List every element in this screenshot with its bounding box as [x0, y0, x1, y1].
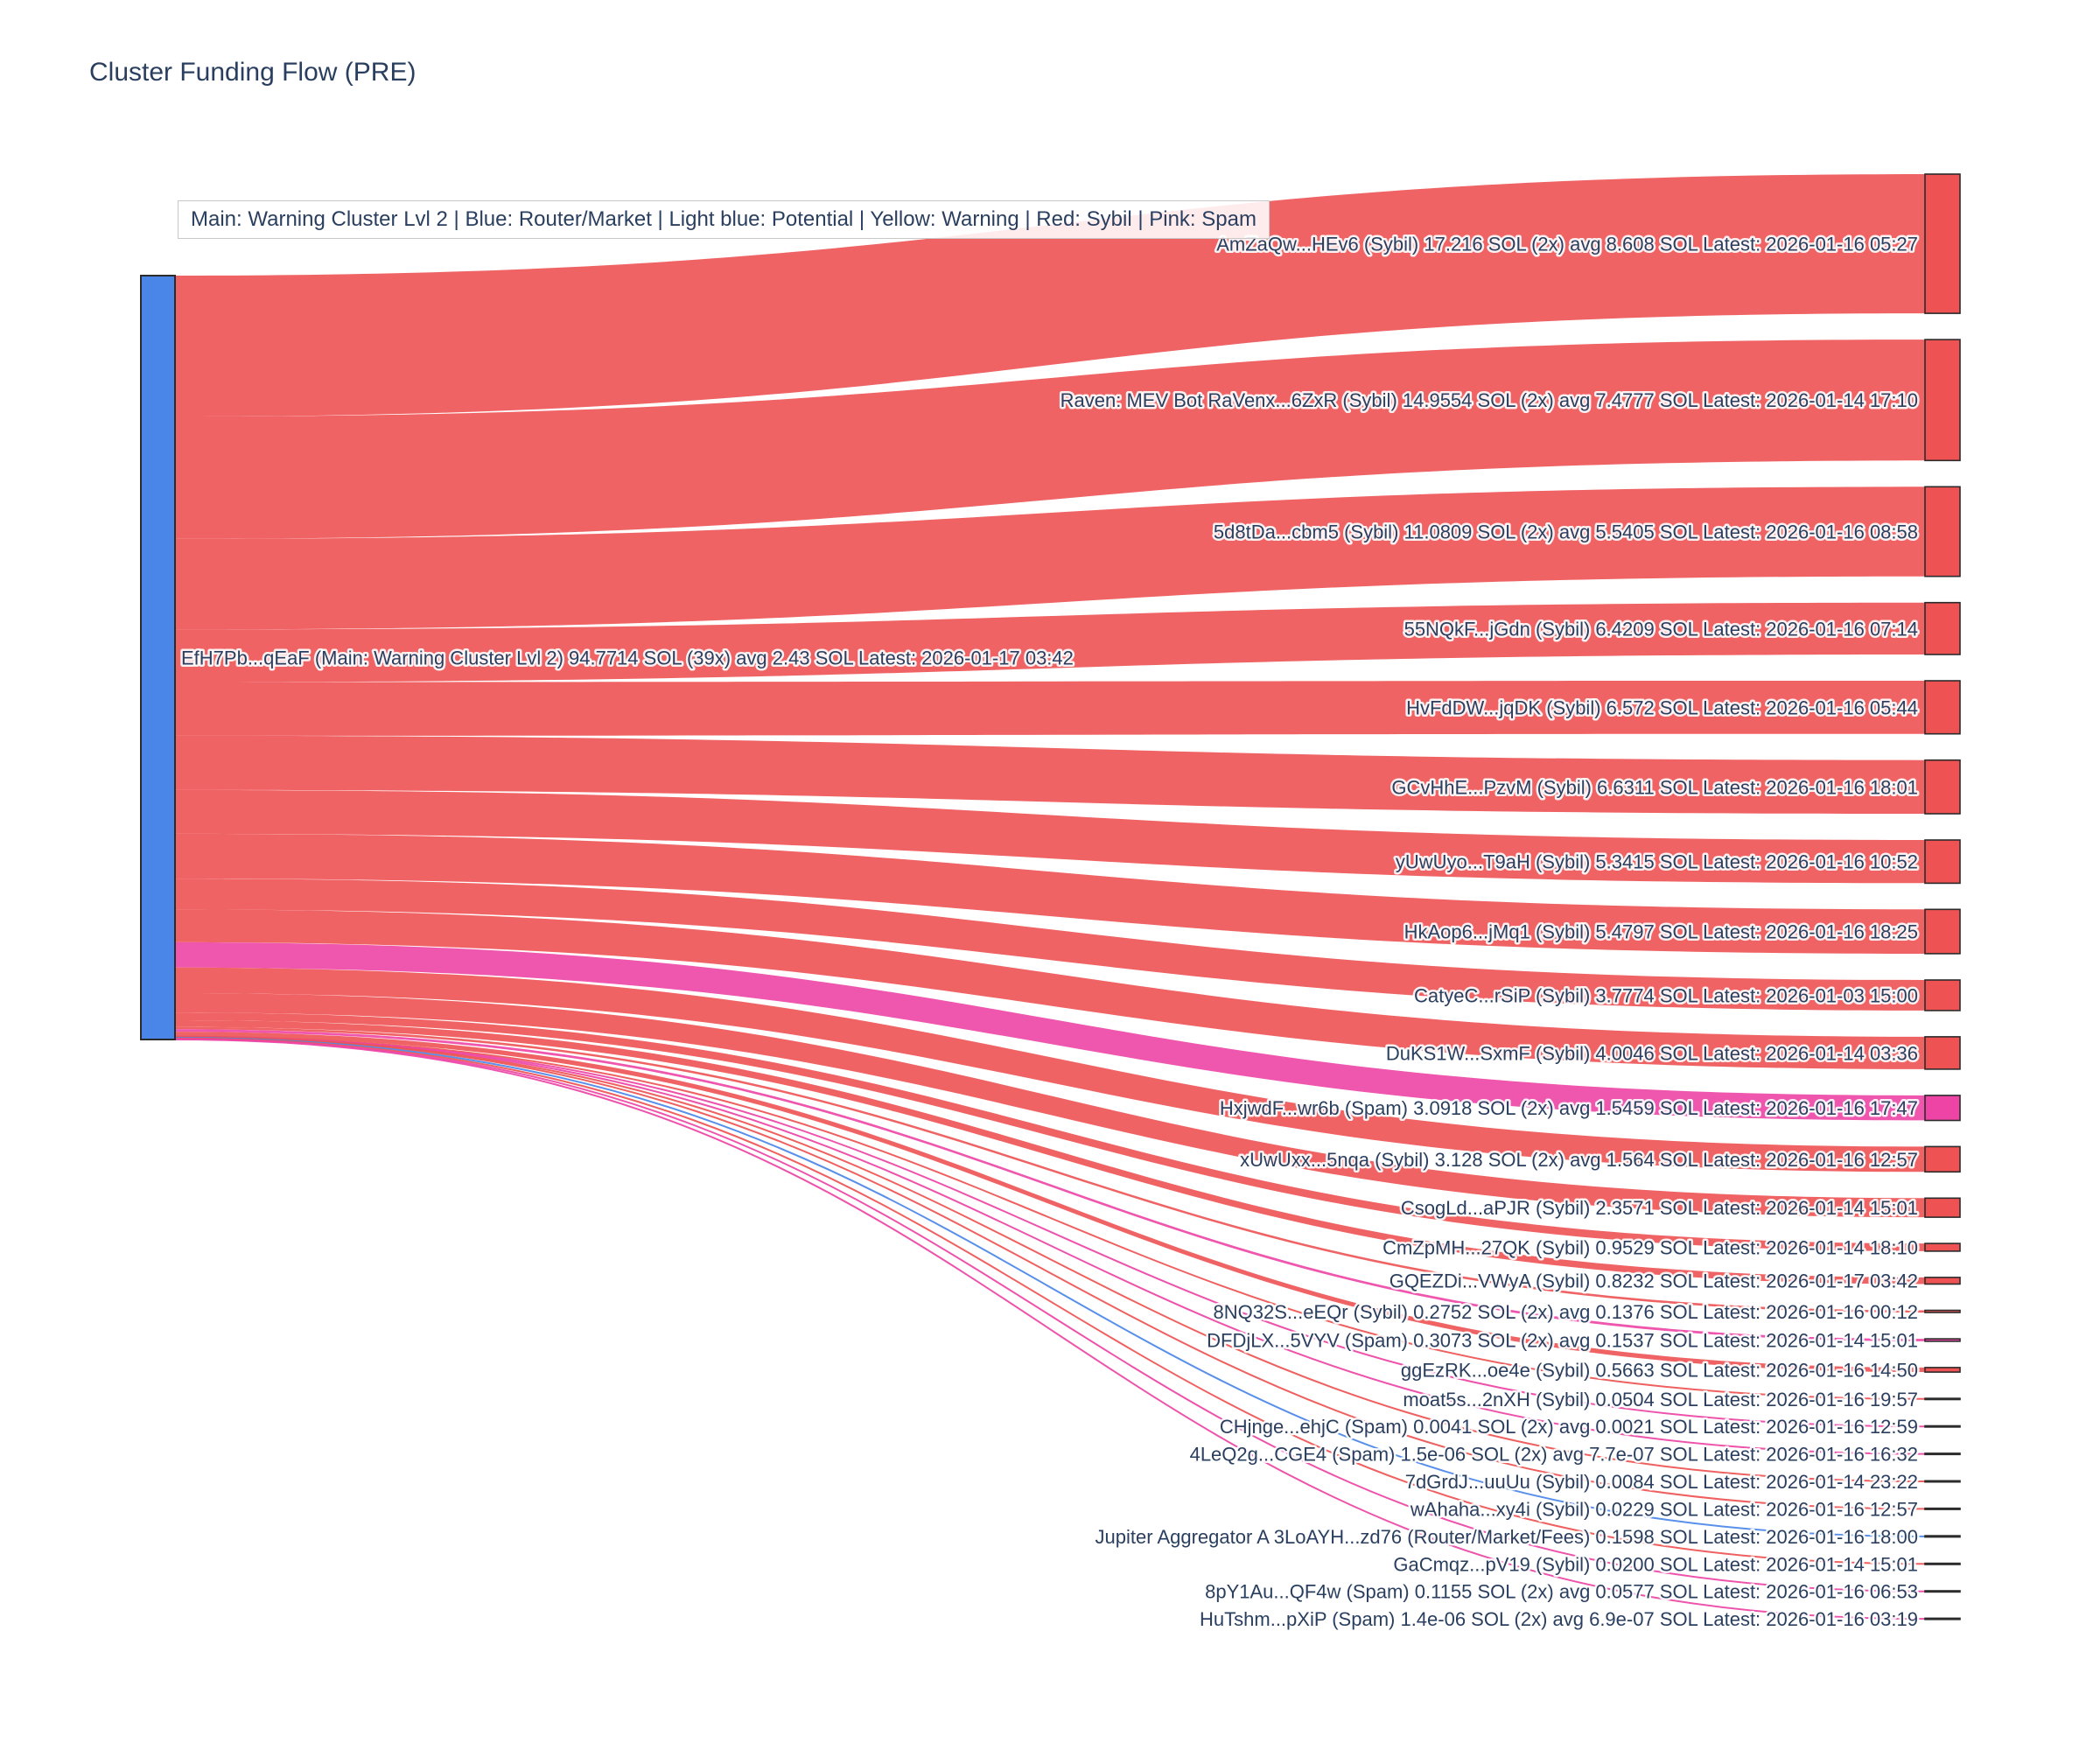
sankey-node-target[interactable]	[1924, 1242, 1961, 1252]
sankey-link[interactable]	[175, 602, 1925, 682]
sankey-node-target[interactable]	[1924, 1036, 1961, 1070]
node-label: DuKS1W...SxmF (Sybil) 4.0046 SOL Latest:…	[1386, 1042, 1918, 1064]
sankey-node-target[interactable]	[1924, 1309, 1961, 1313]
sankey-node-target[interactable]	[1924, 839, 1961, 885]
node-label: AmZaQw...HEv6 (Sybil) 17.216 SOL (2x) av…	[1216, 234, 1918, 256]
sankey-node-target[interactable]	[1924, 1397, 1961, 1401]
node-label: CHjnge...ehjC (Spam) 0.0041 SOL (2x) avg…	[1220, 1416, 1918, 1438]
sankey-node-target[interactable]	[1924, 1424, 1961, 1428]
sankey-link[interactable]	[174, 1035, 1926, 1428]
node-label: HuTshm...pXiP (Spam) 1.4e-06 SOL (2x) av…	[1200, 1608, 1918, 1630]
sankey-link[interactable]	[175, 1020, 1925, 1284]
sankey-link[interactable]	[174, 1036, 1926, 1482]
chart-title: Cluster Funding Flow (PRE)	[89, 58, 416, 87]
sankey-link[interactable]	[175, 174, 1925, 416]
sankey-node-target[interactable]	[1924, 1480, 1961, 1483]
sankey-link[interactable]	[175, 833, 1925, 954]
node-label: 7dGrdJ...uuUu (Sybil) 0.0084 SOL Latest:…	[1405, 1471, 1918, 1493]
node-label: moat5s...2nXH (Sybil) 0.0504 SOL Latest:…	[1403, 1389, 1918, 1410]
sankey-node-target[interactable]	[1924, 680, 1961, 735]
sankey-link[interactable]	[175, 1012, 1925, 1251]
sankey-link[interactable]	[174, 1038, 1926, 1592]
node-label: xUwUxx...5nqa (Sybil) 3.128 SOL (2x) avg…	[1240, 1149, 1918, 1171]
node-label: Jupiter Aggregator A 3LoAYH...zd76 (Rout…	[1096, 1526, 1918, 1548]
node-label: 8NQ32S...eEQr (Sybil) 0.2752 SOL (2x) av…	[1213, 1301, 1918, 1323]
node-label: 55NQkF...jGdn (Sybil) 6.4209 SOL Latest:…	[1404, 618, 1918, 640]
sankey-node-target[interactable]	[1924, 759, 1961, 815]
sankey-node-target[interactable]	[1924, 1277, 1961, 1285]
sankey-node-target[interactable]	[1924, 1145, 1961, 1173]
sankey-node-target[interactable]	[1924, 1535, 1961, 1538]
node-label: 5d8tDa...cbm5 (Sybil) 11.0809 SOL (2x) a…	[1214, 522, 1918, 543]
sankey-node-target[interactable]	[1924, 1507, 1961, 1510]
sankey-link[interactable]	[175, 735, 1925, 814]
sankey-node-target[interactable]	[1924, 1452, 1961, 1456]
node-label: GaCmqz...pV19 (Sybil) 0.0200 SOL Latest:…	[1393, 1553, 1918, 1575]
sankey-link[interactable]	[174, 1037, 1926, 1565]
sankey-node-target[interactable]	[1924, 173, 1961, 314]
node-label: Raven: MEV Bot RaVenx...6ZxR (Sybil) 14.…	[1060, 389, 1918, 411]
node-label: wAhaha...xy4i (Sybil) 0.0229 SOL Latest:…	[1410, 1498, 1918, 1520]
sankey-node-target[interactable]	[1924, 1197, 1961, 1218]
node-label: DFDjLX...5VYV (Spam) 0.3073 SOL (2x) avg…	[1207, 1330, 1918, 1352]
node-label: GCvHhE...PzvM (Sybil) 6.6311 SOL Latest:…	[1391, 776, 1918, 798]
node-label: CatyeC...rSiP (Sybil) 3.7774 SOL Latest:…	[1414, 984, 1918, 1006]
sankey-node-target[interactable]	[1924, 601, 1961, 655]
node-label: CsogLd...aPJR (Sybil) 2.3571 SOL Latest:…	[1401, 1197, 1918, 1219]
sankey-link[interactable]	[175, 878, 1925, 1011]
sankey-link[interactable]	[174, 1039, 1926, 1620]
sankey-node-target[interactable]	[1924, 1095, 1961, 1122]
sankey-link[interactable]	[175, 1026, 1925, 1313]
node-label: CmZpMH...27QK (Sybil) 0.9529 SOL Latest:…	[1382, 1237, 1918, 1259]
sankey-link[interactable]	[175, 967, 1925, 1172]
sankey-link[interactable]	[175, 681, 1925, 736]
sankey-link[interactable]	[174, 1037, 1926, 1537]
node-label: ggEzRK...oe4e (Sybil) 0.5663 SOL Latest:…	[1401, 1360, 1918, 1382]
legend-annotation: Main: Warning Cluster Lvl 2 | Blue: Rout…	[178, 200, 1270, 239]
sankey-node-target[interactable]	[1924, 339, 1961, 462]
sankey-link[interactable]	[175, 1029, 1925, 1341]
node-label: HvFdDW...jqDK (Sybil) 6.572 SOL Latest: …	[1406, 696, 1918, 718]
node-label: 4LeQ2g...CGE4 (Spam) 1.5e-06 SOL (2x) av…	[1190, 1444, 1918, 1466]
sankey-node-target[interactable]	[1924, 486, 1961, 578]
sankey-node-target[interactable]	[1924, 1617, 1961, 1620]
node-label: 8pY1Au...QF4w (Spam) 0.1155 SOL (2x) avg…	[1205, 1581, 1918, 1603]
sankey-node-target[interactable]	[1924, 1338, 1961, 1342]
source-node-label: EfH7Pb...qEaF (Main: Warning Cluster Lvl…	[181, 648, 1074, 669]
sankey-link[interactable]	[175, 789, 1925, 884]
sankey-link[interactable]	[175, 993, 1925, 1218]
sankey-link[interactable]	[174, 1035, 1926, 1455]
sankey-node-target[interactable]	[1924, 908, 1961, 955]
sankey-node-target[interactable]	[1924, 1590, 1961, 1593]
sankey-link[interactable]	[175, 340, 1925, 539]
sankey-link[interactable]	[175, 486, 1925, 630]
node-label: yUwUyo...T9aH (Sybil) 5.3415 SOL Latest:…	[1396, 851, 1918, 873]
sankey-node-source[interactable]	[140, 275, 176, 1040]
node-label: GQEZDi...VWyA (Sybil) 0.8232 SOL Latest:…	[1390, 1270, 1918, 1292]
sankey-node-target[interactable]	[1924, 1367, 1961, 1373]
node-label: HkAop6...jMq1 (Sybil) 5.4797 SOL Latest:…	[1404, 921, 1918, 943]
sankey-node-target[interactable]	[1924, 979, 1961, 1012]
sankey-link[interactable]	[174, 1035, 1926, 1400]
node-label: HxjwdF...wr6b (Spam) 3.0918 SOL (2x) avg…	[1220, 1097, 1918, 1119]
sankey-link[interactable]	[175, 909, 1925, 1069]
sankey-link[interactable]	[175, 1032, 1925, 1373]
sankey-link[interactable]	[174, 1036, 1926, 1510]
sankey-link[interactable]	[175, 942, 1925, 1121]
